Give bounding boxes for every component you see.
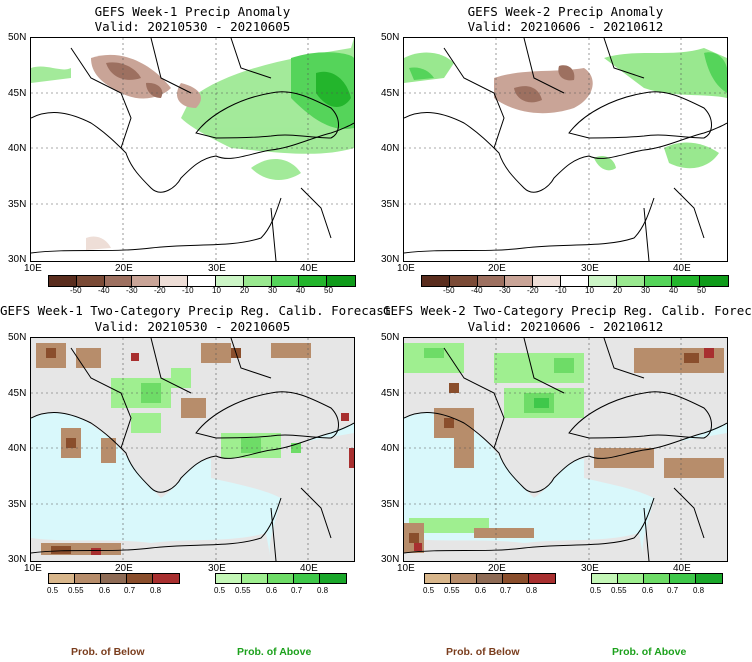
panel3-lat-35: 35N xyxy=(8,499,27,510)
panel3-below-tick: 0.5 xyxy=(47,586,59,595)
panel1-ctick: 40 xyxy=(296,286,305,295)
panel3-map xyxy=(30,337,355,562)
panel3-below-tick: 0.8 xyxy=(150,586,162,595)
panel3-prob-above: Prob. of Above xyxy=(237,646,312,658)
panel3-below-tick: 0.55 xyxy=(68,586,84,595)
panel4-above-tick: 0.55 xyxy=(611,586,627,595)
panel4-lon-10: 10E xyxy=(397,563,415,574)
panel3-title: GEFS Week-1 Two-Category Precip Reg. Cal… xyxy=(0,303,392,318)
panel3-below-tick: 0.6 xyxy=(99,586,111,595)
panel2-lon-40: 40E xyxy=(673,263,691,274)
panel4-below-tick: 0.8 xyxy=(526,586,538,595)
panel2-lat-45: 45N xyxy=(381,88,400,99)
panel4-lat-50: 50N xyxy=(381,332,400,343)
panel2-lon-10: 10E xyxy=(397,263,415,274)
panel4-lat-35: 35N xyxy=(381,499,400,510)
panel3-above-tick: 0.5 xyxy=(214,586,226,595)
panel4-above-tick: 0.5 xyxy=(590,586,602,595)
panel1-ctick: -50 xyxy=(70,286,82,295)
coastlines xyxy=(31,38,354,261)
panel4-prob-below: Prob. of Below xyxy=(446,646,520,658)
panel4-above-tick: 0.6 xyxy=(642,586,654,595)
panel1-lat-45: 45N xyxy=(8,88,27,99)
panel4-above-tick: 0.8 xyxy=(693,586,705,595)
panel4-below-tick: 0.5 xyxy=(423,586,435,595)
panel3-above-tick: 0.8 xyxy=(317,586,329,595)
panel1-ctick: -10 xyxy=(182,286,194,295)
panel2-valid: Valid: 20210606 - 20210612 xyxy=(467,19,664,34)
panel3-lon-20: 20E xyxy=(115,563,133,574)
panel4-below-tick: 0.55 xyxy=(444,586,460,595)
panel2-lon-20: 20E xyxy=(488,263,506,274)
panel4-below-tick: 0.7 xyxy=(500,586,512,595)
panel4-above-tick: 0.7 xyxy=(667,586,679,595)
panel1-lon-20: 20E xyxy=(115,263,133,274)
panel2-ctick: -20 xyxy=(527,286,539,295)
panel4-lon-20: 20E xyxy=(488,563,506,574)
panel1-lon-10: 10E xyxy=(24,263,42,274)
panel2-ctick: -30 xyxy=(499,286,511,295)
panel3-above-tick: 0.7 xyxy=(291,586,303,595)
panel1-ctick: 10 xyxy=(212,286,221,295)
panel1-ctick: 20 xyxy=(240,286,249,295)
panel2-lat-35: 35N xyxy=(381,199,400,210)
panel2-ctick: 20 xyxy=(613,286,622,295)
panel2-ctick: 40 xyxy=(669,286,678,295)
panel3-lon-40: 40E xyxy=(300,563,318,574)
panel1-lon-40: 40E xyxy=(300,263,318,274)
panel3-lon-10: 10E xyxy=(24,563,42,574)
panel4-valid: Valid: 20210606 - 20210612 xyxy=(467,319,664,334)
panel3-lat-30: 30N xyxy=(8,554,27,565)
panel3-above-tick: 0.55 xyxy=(235,586,251,595)
panel2-ctick: 10 xyxy=(585,286,594,295)
panel1-title: GEFS Week-1 Precip Anomaly xyxy=(94,4,291,19)
panel4-prob-above: Prob. of Above xyxy=(612,646,687,658)
panel3-above-tick: 0.6 xyxy=(266,586,278,595)
panel3-lat-45: 45N xyxy=(8,388,27,399)
panel2-lat-40: 40N xyxy=(381,143,400,154)
panel1-lon-30: 30E xyxy=(208,263,226,274)
panel1-ctick: 50 xyxy=(324,286,333,295)
panel1-ctick: -30 xyxy=(126,286,138,295)
panel1-lat-35: 35N xyxy=(8,199,27,210)
panel3-prob-below: Prob. of Below xyxy=(71,646,145,658)
panel2-ctick: -10 xyxy=(555,286,567,295)
panel2-colorbar xyxy=(421,275,729,287)
panel2-ctick: 50 xyxy=(697,286,706,295)
panel4-lon-30: 30E xyxy=(581,563,599,574)
panel3-above-colorbar xyxy=(215,573,347,584)
panel3-lat-40: 40N xyxy=(8,443,27,454)
panel1-colorbar xyxy=(48,275,356,287)
panel1-ctick: -20 xyxy=(154,286,166,295)
panel4-lat-30: 30N xyxy=(381,554,400,565)
panel3-below-tick: 0.7 xyxy=(124,586,136,595)
panel1-lat-40: 40N xyxy=(8,143,27,154)
panel1-lat-50: 50N xyxy=(8,32,27,43)
panel4-lon-40: 40E xyxy=(673,563,691,574)
panel4-map xyxy=(403,337,728,562)
panel4-lat-40: 40N xyxy=(381,443,400,454)
panel1-ctick: -40 xyxy=(98,286,110,295)
panel3-below-colorbar xyxy=(48,573,180,584)
panel2-ctick: -50 xyxy=(443,286,455,295)
panel1-valid: Valid: 20210530 - 20210605 xyxy=(94,19,291,34)
panel2-lat-30: 30N xyxy=(381,254,400,265)
panel1-ctick: 30 xyxy=(268,286,277,295)
panel3-lon-30: 30E xyxy=(208,563,226,574)
panel2-map xyxy=(403,37,728,262)
panel3-valid: Valid: 20210530 - 20210605 xyxy=(94,319,291,334)
panel4-lat-45: 45N xyxy=(381,388,400,399)
panel2-ctick: 30 xyxy=(641,286,650,295)
panel1-lat-30: 30N xyxy=(8,254,27,265)
panel2-title: GEFS Week-2 Precip Anomaly xyxy=(467,4,664,19)
panel1-map xyxy=(30,37,355,262)
panel2-ctick: -40 xyxy=(471,286,483,295)
panel4-below-tick: 0.6 xyxy=(475,586,487,595)
panel4-below-colorbar xyxy=(424,573,556,584)
panel3-lat-50: 50N xyxy=(8,332,27,343)
panel4-above-colorbar xyxy=(591,573,723,584)
panel4-title: GEFS Week-2 Two-Category Precip Reg. Cal… xyxy=(383,303,752,318)
panel2-lon-30: 30E xyxy=(581,263,599,274)
panel2-lat-50: 50N xyxy=(381,32,400,43)
